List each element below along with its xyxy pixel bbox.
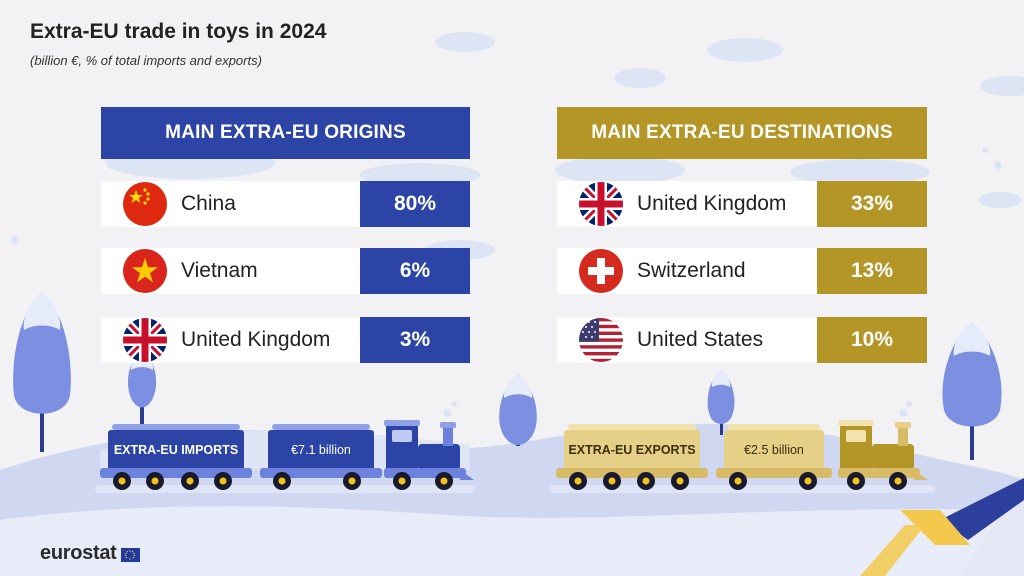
uk-flag-icon: [579, 182, 623, 226]
destination-country-name: United Kingdom: [637, 192, 787, 215]
origin-row-united-kingdom: United Kingdom 3%: [101, 317, 470, 363]
exports-train-icon: [550, 401, 935, 493]
destination-share: 33%: [817, 181, 927, 227]
destination-share: 13%: [817, 248, 927, 294]
trees: [13, 292, 1002, 460]
china-flag-icon: [123, 182, 167, 226]
exports-value: €2.5 billion: [744, 443, 804, 457]
destination-country-name: Switzerland: [637, 259, 746, 282]
origins-header: MAIN EXTRA-EU ORIGINS: [101, 107, 470, 159]
eurostat-logo: eurostat: [40, 542, 140, 565]
origin-row-vietnam: Vietnam 6%: [101, 248, 470, 294]
destination-row-switzerland: Switzerland 13%: [557, 248, 927, 294]
eu-flag-icon: [120, 548, 140, 562]
origin-country-name: United Kingdom: [181, 328, 331, 351]
origin-country-name: China: [181, 192, 236, 215]
destination-row-united-kingdom: United Kingdom 33%: [557, 181, 927, 227]
uk-flag-icon: [123, 318, 167, 362]
switzerland-flag-icon: [579, 249, 623, 293]
vietnam-flag-icon: [123, 249, 167, 293]
destinations-header: MAIN EXTRA-EU DESTINATIONS: [557, 107, 927, 159]
logo-text: eurostat: [40, 542, 117, 564]
destination-country-name: United States: [637, 328, 764, 351]
destination-row-united-states: United States 10%: [557, 317, 927, 363]
decorative-stripe: [860, 478, 1024, 576]
imports-value: €7.1 billion: [291, 443, 351, 457]
origin-country-name: Vietnam: [181, 259, 258, 282]
imports-train-icon: [95, 401, 475, 493]
origin-share: 3%: [360, 317, 470, 363]
origin-share: 6%: [360, 248, 470, 294]
imports-label: EXTRA-EU IMPORTS: [113, 443, 239, 457]
destination-share: 10%: [817, 317, 927, 363]
usa-flag-icon: [579, 318, 623, 362]
page-title: Extra-EU trade in toys in 2024: [30, 20, 327, 43]
origin-row-china: China 80%: [101, 181, 470, 227]
exports-label: EXTRA-EU EXPORTS: [568, 443, 696, 457]
origin-share: 80%: [360, 181, 470, 227]
page-subtitle: (billion €, % of total imports and expor…: [30, 53, 262, 68]
